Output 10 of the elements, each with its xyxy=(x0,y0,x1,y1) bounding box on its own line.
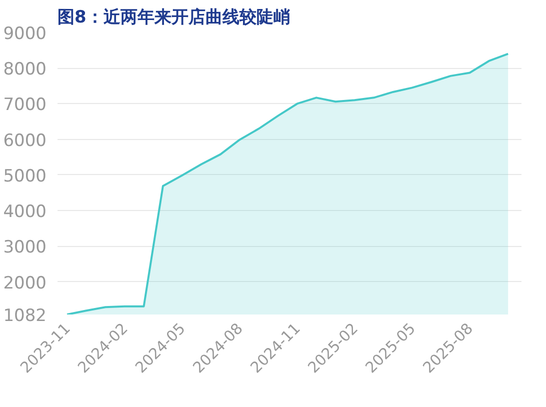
y-tick-label: 1082 xyxy=(3,306,46,326)
y-tick-label: 4000 xyxy=(3,202,46,222)
y-tick-label: 6000 xyxy=(3,130,46,151)
y-tick-label: 7000 xyxy=(3,95,46,116)
y-tick-label: 9000 xyxy=(3,24,46,44)
y-tick-label: 5000 xyxy=(3,166,46,186)
chart-title: 图8：近两年来开店曲线较陡峭 xyxy=(58,8,290,28)
y-tick-label: 3000 xyxy=(3,238,46,258)
y-tick-label: 8000 xyxy=(3,60,46,80)
y-tick-label: 2000 xyxy=(3,273,46,294)
